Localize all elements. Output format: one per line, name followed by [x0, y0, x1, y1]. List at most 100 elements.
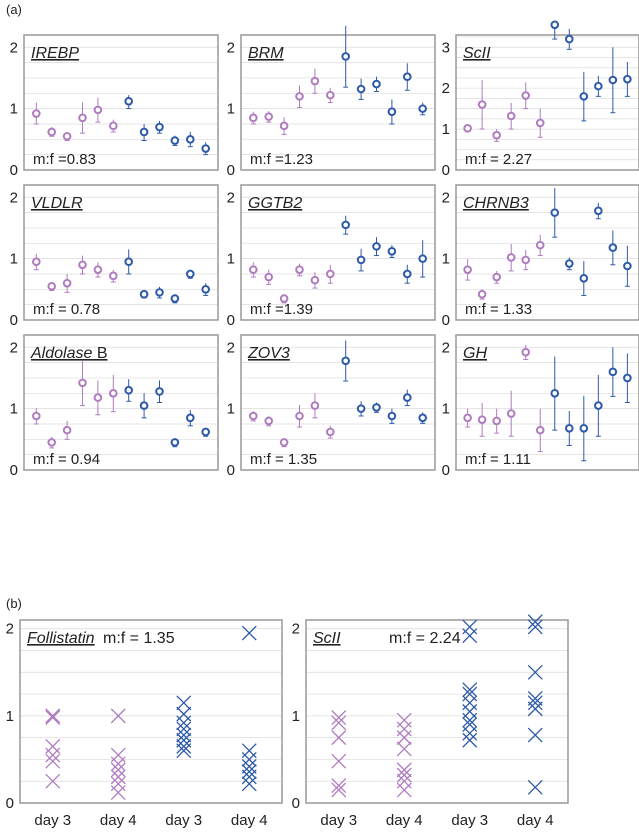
x-category-label: day 4: [386, 812, 423, 829]
cross-marker: [396, 741, 412, 757]
data-point: [170, 136, 180, 145]
data-point: [109, 388, 118, 398]
data-point: [47, 438, 57, 447]
data-point: [418, 254, 427, 263]
data-point: [372, 403, 381, 412]
chart-irebp: 0 1 2 IREBP m:f =0.83: [10, 34, 219, 179]
cross-marker: [241, 751, 257, 767]
data-point: [535, 425, 545, 435]
data-point: [477, 100, 487, 109]
cross-marker: [331, 730, 347, 746]
data-point: [32, 257, 41, 267]
cross-marker: [110, 747, 126, 763]
data-point: [201, 285, 210, 294]
cross-marker: [45, 747, 61, 763]
y-tick-label: 3: [442, 39, 450, 56]
cross-marker: [176, 706, 192, 722]
x-category-label: day 3: [320, 812, 357, 829]
data-point: [477, 415, 487, 424]
cross-marker: [110, 776, 126, 792]
data-point: [387, 411, 397, 421]
y-tick-label: 2: [10, 39, 18, 56]
data-point: [326, 269, 335, 279]
panel-label-b: (b): [6, 596, 22, 611]
cross-marker: [462, 725, 478, 741]
data-point: [506, 409, 516, 418]
data-point: [139, 127, 149, 137]
cross-marker: [45, 738, 61, 754]
data-point: [341, 52, 350, 61]
cross-marker: [462, 695, 478, 711]
data-point: [264, 112, 274, 121]
cross-marker: [331, 753, 347, 769]
chart-frame: [455, 184, 639, 321]
chart-gh: 0 1 2 GH m:f = 1.11: [442, 334, 639, 479]
data-point: [594, 401, 603, 410]
y-tick-label: 1: [10, 101, 18, 118]
ratio-label: m:f =1.23: [250, 151, 313, 168]
cross-marker: [241, 758, 257, 774]
ratio-label: m:f = 2.24: [389, 630, 461, 647]
gene-title: Follistatin: [27, 630, 95, 647]
data-point: [295, 265, 304, 274]
cross-marker: [462, 682, 478, 698]
data-point: [418, 413, 427, 423]
data-point: [326, 427, 335, 437]
gene-title: ScII: [313, 630, 341, 647]
data-point: [155, 288, 164, 297]
ratio-label: m:f = 0.78: [33, 301, 100, 318]
data-point: [341, 356, 350, 366]
data-point: [356, 84, 366, 94]
data-point: [623, 261, 632, 271]
data-point: [594, 206, 603, 216]
gene-title: GGTB2: [248, 195, 302, 212]
x-category-label: day 3: [165, 812, 202, 829]
cross-marker: [331, 715, 347, 731]
ratio-label: m:f =1.39: [250, 301, 313, 318]
data-point: [402, 393, 412, 402]
cross-marker: [110, 769, 126, 785]
cross-marker: [45, 753, 61, 769]
chart-frame: [455, 34, 639, 171]
y-tick-label: 2: [10, 189, 18, 206]
gene-title: ScII: [463, 45, 491, 62]
ratio-label: m:f = 1.33: [465, 301, 532, 318]
y-tick-label: 1: [6, 708, 14, 725]
y-tick-label: 0: [10, 312, 18, 329]
data-point: [326, 90, 335, 100]
gene-title: BRM: [248, 45, 284, 62]
data-point: [155, 387, 164, 396]
gene-title-suffix: B: [92, 345, 107, 362]
data-point: [506, 253, 516, 262]
cross-marker: [176, 695, 192, 711]
chart-scii: 0 1 2 ScII m:f = 2.24 day 3 day 4 day 3 day 4: [292, 614, 569, 829]
data-point: [139, 401, 149, 410]
cross-marker: [241, 743, 257, 759]
chart-frame: [240, 34, 436, 171]
cross-marker: [110, 708, 126, 724]
y-tick-label: 0: [442, 162, 450, 179]
data-point: [47, 127, 57, 137]
data-point: [62, 131, 72, 141]
y-tick-label: 2: [442, 339, 450, 356]
cross-marker: [527, 695, 543, 711]
y-tick-label: 0: [227, 162, 235, 179]
data-point: [506, 111, 516, 121]
cross-marker: [527, 701, 543, 717]
data-point: [295, 92, 304, 101]
data-point: [93, 265, 103, 274]
x-category-label: day 4: [517, 812, 554, 829]
data-point: [463, 265, 472, 274]
data-point: [550, 208, 560, 217]
cross-marker: [527, 779, 543, 795]
gene-title: Aldolase B: [30, 345, 108, 362]
data-point: [264, 272, 274, 282]
data-point: [185, 413, 195, 423]
data-point: [564, 34, 574, 44]
cross-marker: [527, 690, 543, 706]
data-point: [492, 130, 501, 140]
cross-marker: [527, 664, 543, 680]
data-point: [521, 91, 531, 100]
data-point: [564, 423, 574, 433]
